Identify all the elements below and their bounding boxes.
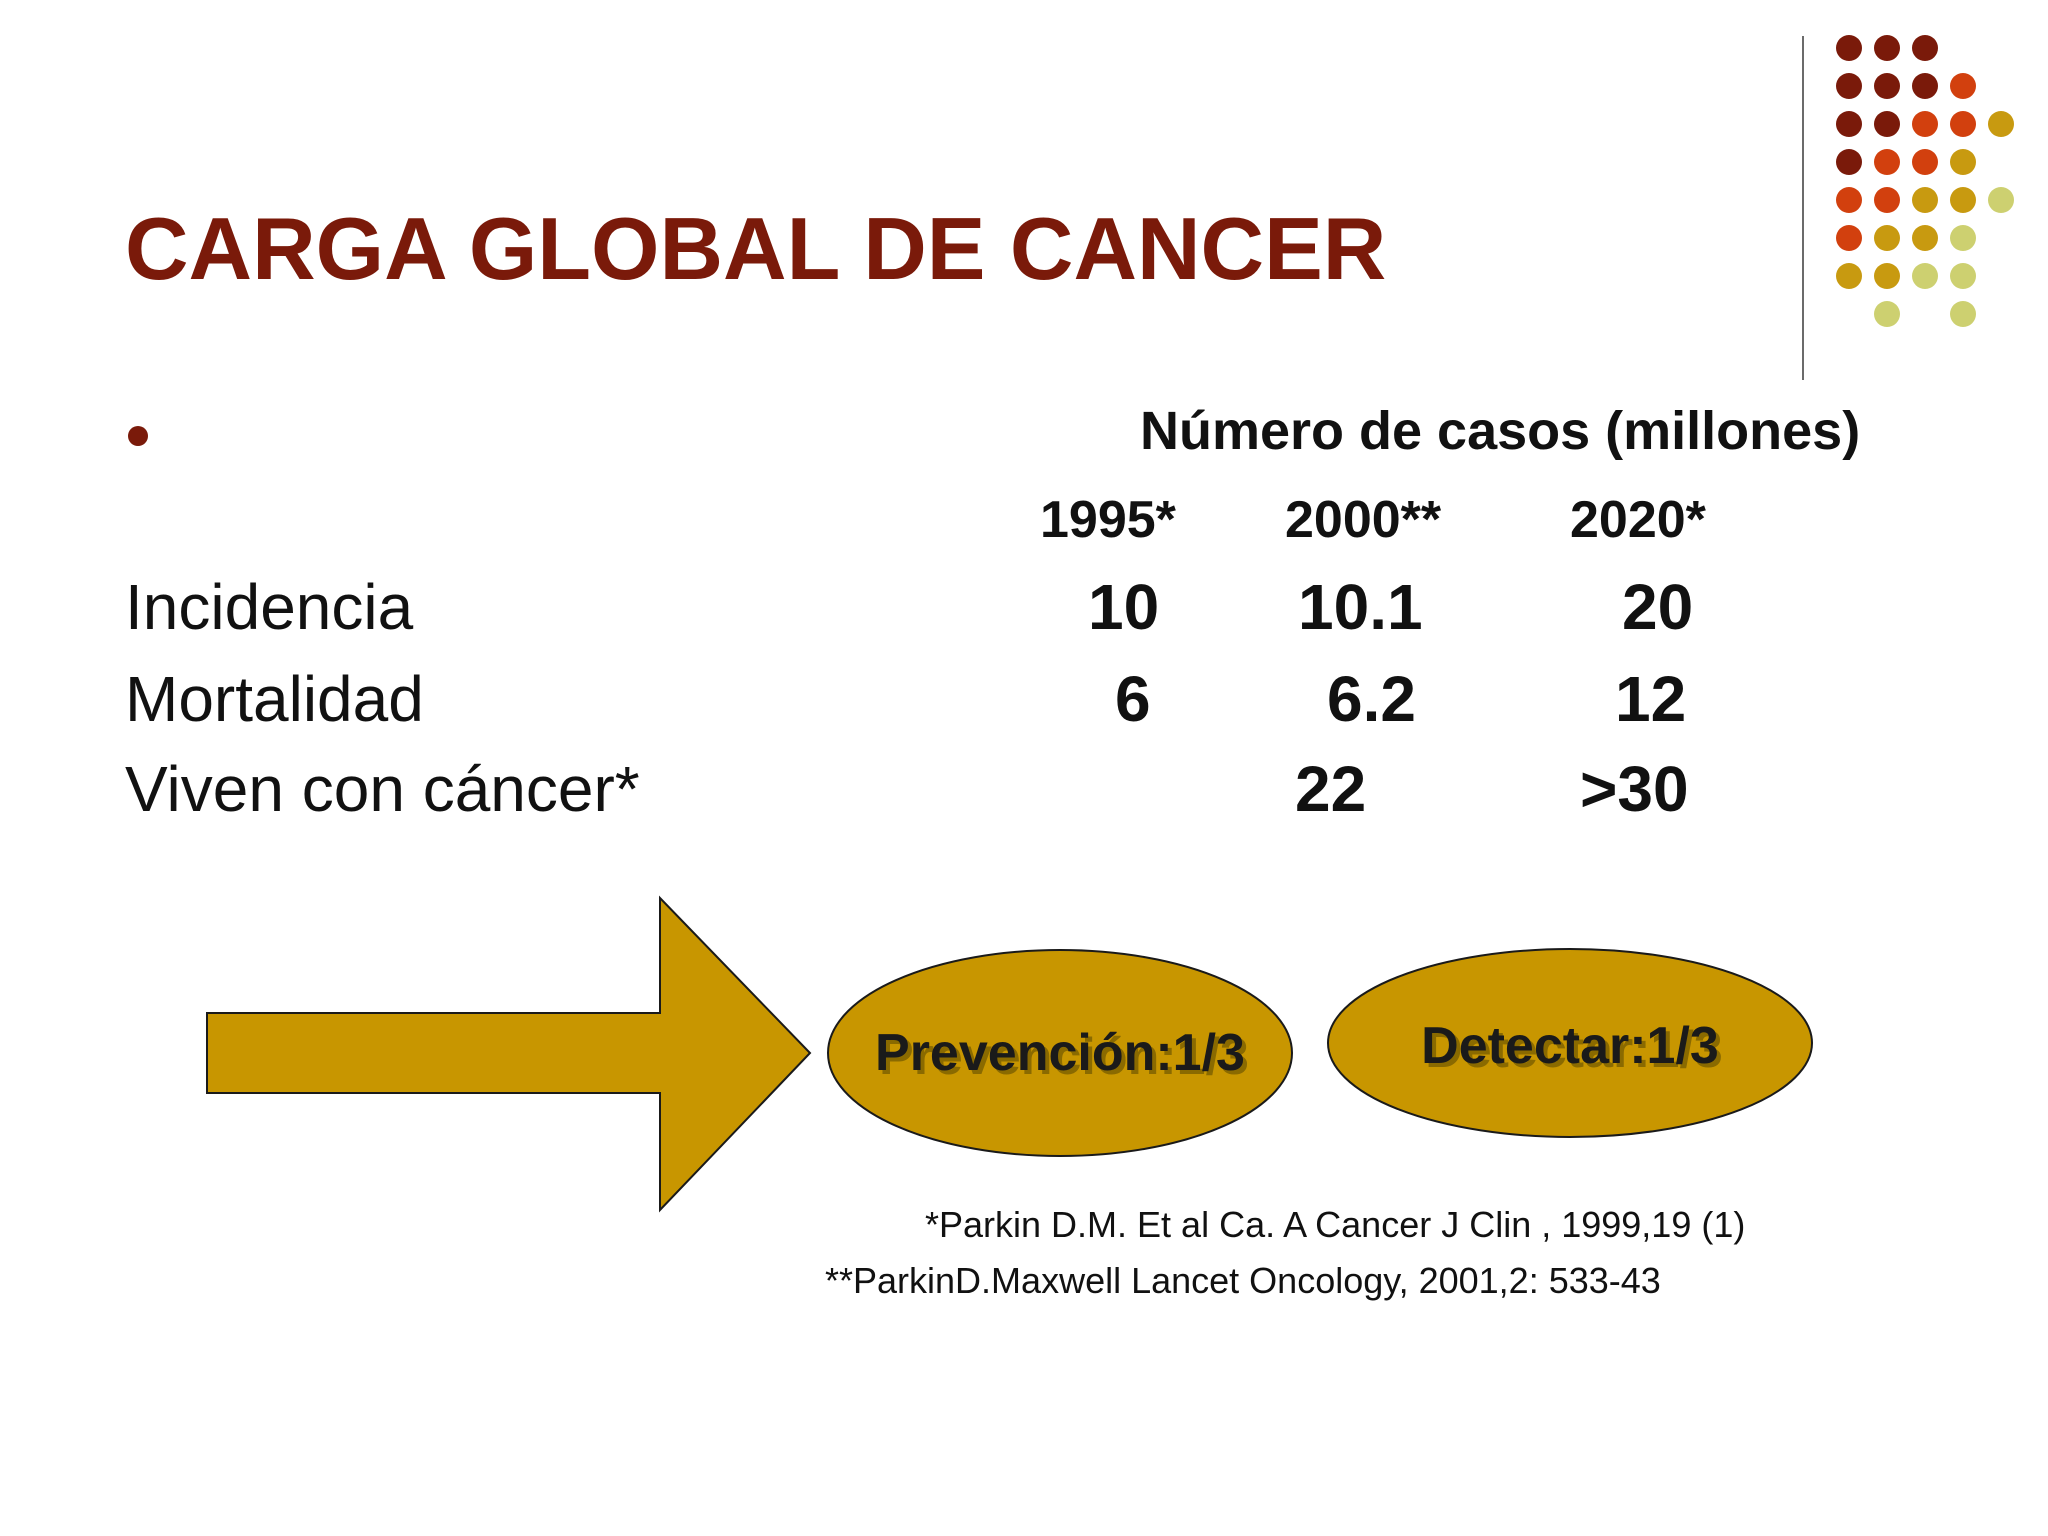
decorative-dot-grid [1836, 35, 2014, 327]
year-2020: 2020* [1570, 491, 1706, 549]
decorative-dot [1912, 263, 1938, 289]
decorative-dot [1988, 187, 2014, 213]
incidencia-2020: 20 [1622, 571, 1694, 643]
decorative-dot [1874, 301, 1900, 327]
year-2000: 2000** [1285, 491, 1442, 549]
slide-title: CARGA GLOBAL DE CANCER [125, 199, 1387, 298]
mortalidad-2000: 6.2 [1327, 663, 1416, 735]
decorative-dot [1950, 149, 1976, 175]
row-label-mortalidad: Mortalidad [125, 663, 424, 735]
decorative-dot [1836, 263, 1862, 289]
reference-2: **ParkinD.Maxwell Lancet Oncology, 2001,… [825, 1260, 1661, 1301]
row-label-viven: Viven con cáncer* [125, 753, 640, 825]
table-column-header: Número de casos (millones) [1140, 401, 1861, 461]
viven-2020: >30 [1580, 753, 1689, 825]
vertical-divider [1802, 36, 1804, 380]
decorative-dot [1836, 187, 1862, 213]
mortalidad-1995: 6 [1115, 663, 1151, 735]
decorative-dot [1874, 263, 1900, 289]
decorative-dot [1874, 111, 1900, 137]
decorative-dot [1912, 111, 1938, 137]
incidencia-2000: 10.1 [1298, 571, 1423, 643]
decorative-dot [1912, 35, 1938, 61]
prevention-label: Prevención:1/3 [875, 1024, 1245, 1082]
detection-label: Detectar:1/3 [1421, 1017, 1719, 1075]
mortalidad-2020: 12 [1615, 663, 1687, 735]
detection-ellipse [1327, 948, 1813, 1138]
decorative-dot [1950, 187, 1976, 213]
incidencia-1995: 10 [1088, 571, 1160, 643]
year-1995: 1995* [1040, 491, 1176, 549]
detection-shadow-text: Detectar:1/3 [1425, 1021, 1723, 1079]
viven-2000: 22 [1295, 753, 1367, 825]
decorative-dot [1836, 149, 1862, 175]
decorative-dot [1836, 73, 1862, 99]
decorative-dot [1950, 111, 1976, 137]
decorative-dot [1912, 225, 1938, 251]
decorative-dot [1912, 149, 1938, 175]
flow-diagram: Prevención:1/3 Prevención:1/3 Detectar:1… [206, 895, 1813, 1213]
decorative-dot [1950, 225, 1976, 251]
decorative-dot [1950, 73, 1976, 99]
decorative-dot [1874, 35, 1900, 61]
decorative-dot [1912, 187, 1938, 213]
decorative-dot [1836, 35, 1862, 61]
row-label-incidencia: Incidencia [125, 571, 414, 643]
reference-1: *Parkin D.M. Et al Ca. A Cancer J Clin ,… [925, 1204, 1746, 1245]
decorative-dot [1874, 73, 1900, 99]
decorative-dot [1950, 263, 1976, 289]
decorative-dot [1988, 111, 2014, 137]
decorative-dot [1836, 225, 1862, 251]
prevention-ellipse [827, 949, 1293, 1157]
bullet-icon [128, 426, 148, 446]
decorative-dot [1836, 111, 1862, 137]
decorative-dot [1950, 301, 1976, 327]
decorative-dot [1874, 187, 1900, 213]
decorative-dot [1874, 225, 1900, 251]
prevention-shadow-text: Prevención:1/3 [879, 1028, 1249, 1086]
right-arrow-shape [206, 895, 812, 1213]
decorative-dot [1912, 73, 1938, 99]
decorative-dot [1874, 149, 1900, 175]
